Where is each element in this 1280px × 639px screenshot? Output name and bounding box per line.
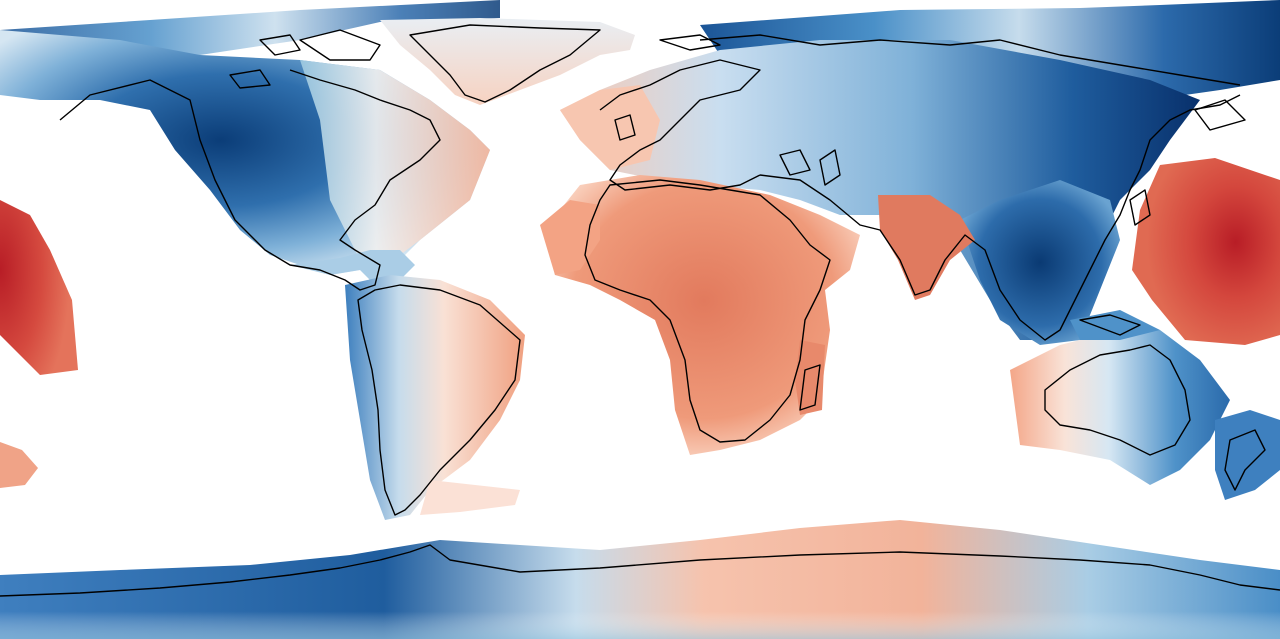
pacific-west-field (0, 200, 78, 488)
coastline-antarctica (0, 544, 1280, 597)
coastline-greenland (409, 24, 601, 103)
pacific-east-field (1132, 158, 1280, 345)
southeast-asia (960, 180, 1120, 345)
coastline-north-america (59, 69, 441, 291)
coastline-asia (759, 94, 1241, 341)
greenland (380, 18, 635, 105)
south-america (345, 275, 525, 520)
coastline-australia (1044, 344, 1191, 456)
india (878, 195, 975, 300)
coastline-south-america (357, 284, 521, 516)
antarctica (0, 520, 1280, 639)
coastline-africa (584, 179, 831, 443)
coastlines (0, 24, 1280, 597)
coastline-europe (599, 59, 761, 191)
